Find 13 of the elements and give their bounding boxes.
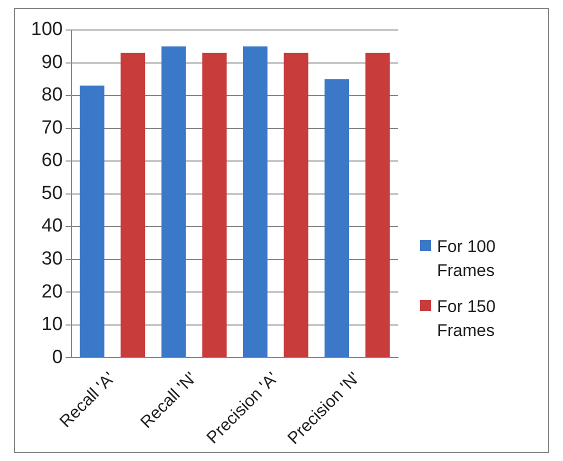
y-tick-label: 50 (42, 182, 63, 204)
y-tick-label: 60 (42, 150, 63, 172)
y-tick-label: 70 (42, 117, 63, 138)
y-tick-label: 80 (42, 84, 63, 106)
y-tick-label: 0 (52, 346, 63, 368)
y-tick-label: 90 (42, 52, 63, 73)
legend-label: For 100 Frames (437, 236, 497, 282)
y-tick-label: 10 (42, 314, 63, 336)
y-tick-label: 30 (42, 248, 63, 270)
y-tick-label: 20 (42, 281, 63, 302)
legend-label: For 150 Frames (437, 296, 497, 342)
y-tick-label: 40 (42, 216, 63, 237)
y-tick-label: 100 (31, 19, 63, 40)
